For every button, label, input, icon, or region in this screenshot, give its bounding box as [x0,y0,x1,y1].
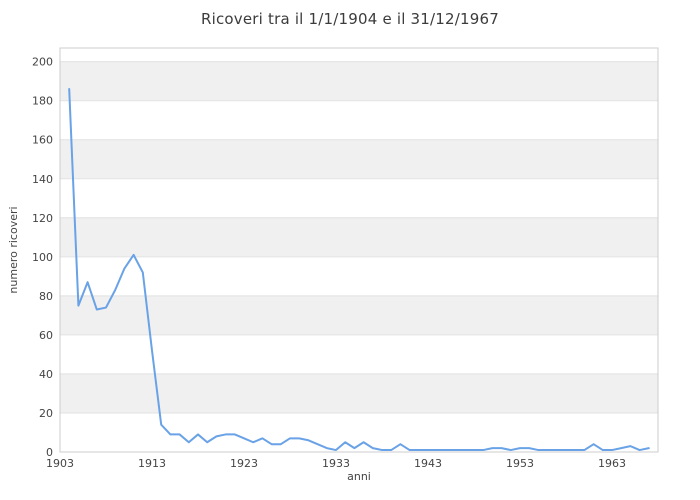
y-tick-label: 160 [32,134,53,147]
x-tick-label: 1953 [506,457,534,470]
y-tick-label: 20 [39,407,53,420]
x-tick-label: 1903 [46,457,74,470]
y-axis-title: numero ricoveri [7,206,20,293]
y-tick-label: 40 [39,368,53,381]
x-tick-label: 1913 [138,457,166,470]
y-tick-label: 60 [39,329,53,342]
y-tick-label: 120 [32,212,53,225]
chart-title: Ricoveri tra il 1/1/1904 e il 31/12/1967 [200,10,500,28]
background-band [60,295,658,335]
x-axis-title: anni [347,470,371,483]
data-line-series [68,87,650,452]
y-tick-label: 0 [46,446,53,459]
y-tick-label: 180 [32,95,53,108]
plot-border [59,47,659,453]
y-tick-label: 200 [32,56,53,69]
y-tick-label: 100 [32,251,53,264]
background-band [60,217,658,257]
background-band [60,61,658,101]
x-tick-label: 1933 [322,457,350,470]
background-band [60,373,658,413]
x-tick-label: 1943 [414,457,442,470]
y-tick-label: 140 [32,173,53,186]
x-tick-label: 1963 [598,457,626,470]
y-tick-label: 80 [39,290,53,303]
background-band [60,139,658,179]
x-tick-label: 1923 [230,457,258,470]
